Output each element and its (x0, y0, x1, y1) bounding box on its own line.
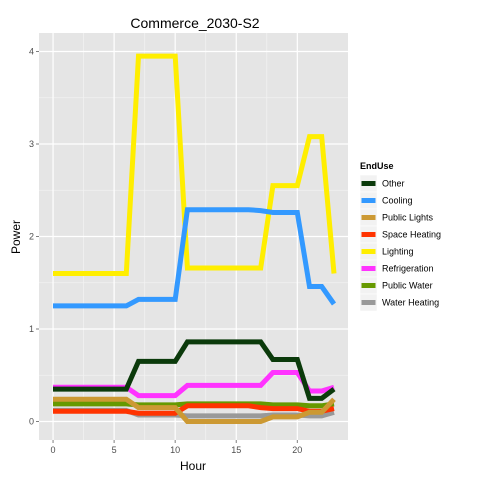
x-tick-label: 5 (112, 445, 117, 455)
y-tick-label: 0 (29, 417, 34, 427)
series-line-public-lights (53, 396, 336, 424)
legend-label-refrigeration: Refrigeration (382, 264, 434, 274)
chart-title: Commerce_2030-S2 (130, 15, 259, 31)
tick-layer: 0 5 10 15 20 0 1 2 3 4 (29, 47, 302, 456)
legend: EndUse Other Cooling Public Lights Space He… (359, 161, 441, 312)
x-tick-label: 15 (231, 445, 241, 455)
grid-layer (39, 33, 348, 440)
legend-label-lighting: Lighting (382, 247, 414, 257)
legend-label-space-heating: Space Heating (382, 230, 441, 240)
x-tick-label: 0 (51, 445, 56, 455)
x-tick-label: 10 (170, 445, 180, 455)
x-tick-label: 20 (292, 445, 302, 455)
y-tick-label: 4 (29, 47, 34, 57)
series-line-lighting (53, 53, 337, 276)
series-line-cooling (53, 207, 337, 309)
legend-items: Other Cooling Public Lights Space Heating Li… (359, 174, 441, 312)
series-line-space-heating (53, 403, 335, 416)
y-tick-label: 3 (29, 139, 34, 149)
legend-label-public-lights: Public Lights (382, 213, 434, 223)
legend-title: EndUse (360, 161, 394, 171)
series-line-other (53, 339, 336, 401)
legend-label-cooling: Cooling (382, 196, 413, 206)
legend-label-public-water: Public Water (382, 281, 433, 291)
series-layer (53, 53, 337, 424)
legend-label-other: Other (382, 179, 405, 189)
y-tick-label: 1 (29, 324, 34, 334)
x-axis-title: Hour (180, 459, 206, 473)
legend-label-water-heating: Water Heating (382, 298, 439, 308)
y-axis-title: Power (9, 220, 23, 254)
y-tick-label: 2 (29, 232, 34, 242)
